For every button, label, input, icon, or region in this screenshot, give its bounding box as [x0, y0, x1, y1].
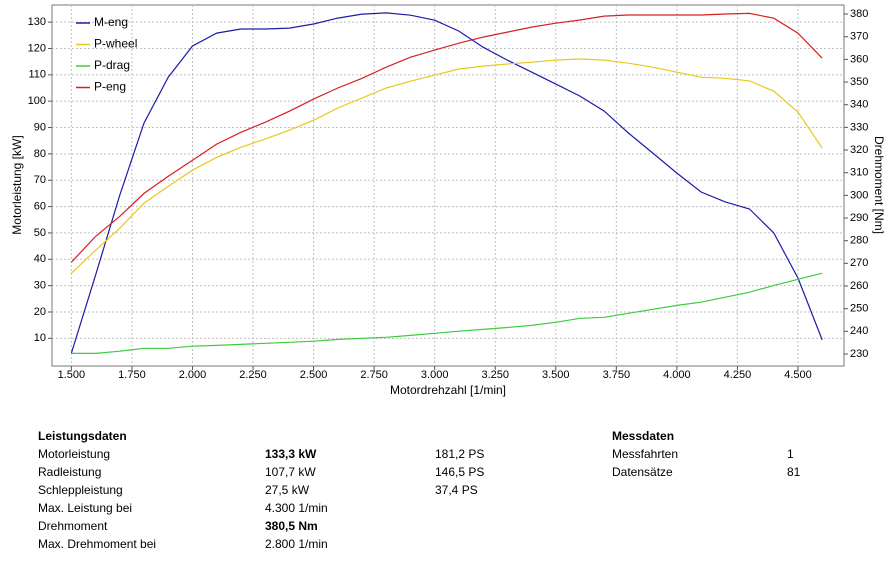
x-tick-label: 3.500 — [542, 369, 570, 381]
y2-tick-label: 320 — [850, 144, 868, 156]
table-cell: Radleistung — [38, 465, 101, 479]
table-cell: Datensätze — [612, 465, 673, 479]
table-cell: Max. Drehmoment bei — [38, 537, 156, 551]
series-line — [71, 272, 823, 354]
table-cell: 133,3 kW — [265, 447, 317, 461]
table-cell: 4.300 1/min — [265, 501, 328, 515]
y2-tick-label: 280 — [850, 235, 868, 247]
legend-label: P-eng — [94, 80, 126, 94]
table-cell: 380,5 Nm — [265, 519, 318, 533]
table-cell: 107,7 kW — [265, 465, 316, 479]
legend-label: M-eng — [94, 15, 128, 29]
x-tick-label: 2.250 — [239, 369, 267, 381]
table-cell: 146,5 PS — [435, 465, 484, 479]
series-line — [70, 12, 823, 354]
table-cell: Drehmoment — [38, 519, 108, 533]
x-tick-label: 3.750 — [603, 369, 631, 381]
y-tick-label: 120 — [28, 42, 46, 54]
table-cell: 37,4 PS — [435, 483, 478, 497]
y2-tick-label: 380 — [850, 8, 868, 20]
x-tick-label: 2.500 — [300, 369, 328, 381]
y-tick-label: 60 — [34, 200, 46, 212]
table-title: Leistungsdaten — [38, 429, 127, 443]
y-tick-label: 110 — [28, 69, 46, 81]
y-tick-label: 80 — [34, 148, 46, 160]
y2-tick-label: 290 — [850, 212, 868, 224]
table-cell: Messfahrten — [612, 447, 678, 461]
y-tick-label: 40 — [34, 253, 46, 265]
x-tick-label: 3.250 — [481, 369, 509, 381]
y2-tick-label: 250 — [850, 303, 868, 315]
y-tick-label: 130 — [28, 16, 46, 28]
y2-axis-label: Drehmoment [Nm] — [872, 136, 886, 234]
x-tick-label: 4.250 — [724, 369, 752, 381]
x-tick-label: 1.750 — [118, 369, 146, 381]
y-tick-label: 30 — [34, 280, 46, 292]
y-tick-label: 10 — [34, 332, 46, 344]
y-tick-label: 20 — [34, 306, 46, 318]
y2-tick-label: 230 — [850, 348, 868, 360]
table-cell: 1 — [787, 447, 794, 461]
y-tick-label: 90 — [34, 121, 46, 133]
y2-tick-label: 310 — [850, 167, 868, 179]
y-tick-label: 50 — [34, 227, 46, 239]
y2-tick-label: 330 — [850, 121, 868, 133]
x-tick-label: 2.000 — [179, 369, 207, 381]
series-line — [70, 12, 823, 263]
y-axis-label: Motorleistung [kW] — [10, 135, 24, 234]
x-axis-label: Motordrehzahl [1/min] — [390, 383, 506, 397]
legend-label: P-wheel — [94, 37, 137, 51]
table-cell: Max. Leistung bei — [38, 501, 132, 515]
table-cell: 2.800 1/min — [265, 537, 328, 551]
x-tick-label: 4.500 — [784, 369, 812, 381]
legend-label: P-drag — [94, 58, 130, 72]
table-cell: Schleppleistung — [38, 483, 123, 497]
table-title: Messdaten — [612, 429, 674, 443]
series-line — [70, 58, 823, 274]
y-tick-label: 70 — [34, 174, 46, 186]
y2-tick-label: 360 — [850, 53, 868, 65]
table-cell: Motorleistung — [38, 447, 110, 461]
table-cell: 81 — [787, 465, 801, 479]
x-tick-label: 2.750 — [360, 369, 388, 381]
y-tick-label: 100 — [28, 95, 46, 107]
x-tick-label: 1.500 — [58, 369, 86, 381]
x-tick-label: 3.000 — [421, 369, 449, 381]
plot-frame — [51, 4, 845, 367]
y2-tick-label: 350 — [850, 76, 868, 88]
y2-tick-label: 370 — [850, 31, 868, 43]
y2-tick-label: 340 — [850, 99, 868, 111]
table-cell: 181,2 PS — [435, 447, 484, 461]
y2-tick-label: 240 — [850, 325, 868, 337]
y2-tick-label: 260 — [850, 280, 868, 292]
table-cell: 27,5 kW — [265, 483, 310, 497]
x-tick-label: 4.000 — [663, 369, 691, 381]
y2-tick-label: 270 — [850, 257, 868, 269]
y2-tick-label: 300 — [850, 189, 868, 201]
